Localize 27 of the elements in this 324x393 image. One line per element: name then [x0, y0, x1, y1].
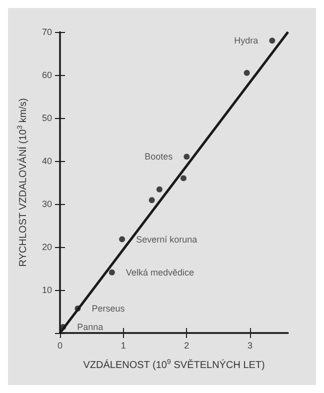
point [156, 186, 162, 192]
y-tick-label: 40 [42, 156, 52, 166]
x-tick-label: 0 [57, 340, 63, 350]
point [119, 236, 126, 242]
y-tick-label: 70 [42, 27, 52, 37]
point [108, 269, 115, 276]
point [180, 175, 186, 182]
annotation: Hydra [234, 36, 258, 46]
annotation: Perseus [92, 303, 126, 314]
y-tick-label: 20 [42, 242, 52, 252]
x-tick-label: 1 [120, 340, 126, 350]
y-tick-label: 60 [42, 70, 52, 80]
annotation: Panna [77, 322, 104, 332]
y-tick-label: 50 [42, 113, 52, 123]
point [244, 70, 250, 76]
point [269, 38, 276, 44]
point [60, 324, 66, 330]
x-tick-label: 2 [184, 340, 190, 350]
x-tick-label: 3 [247, 340, 253, 350]
point [74, 305, 81, 312]
point [184, 154, 190, 160]
y-tick-label: 10 [42, 285, 52, 295]
annotation: Severní koruna [136, 234, 198, 244]
annotation: Bootes [144, 152, 174, 162]
y-tick-label: 30 [42, 199, 52, 209]
point [148, 197, 155, 204]
annotation: Velká medvědice [126, 267, 194, 278]
